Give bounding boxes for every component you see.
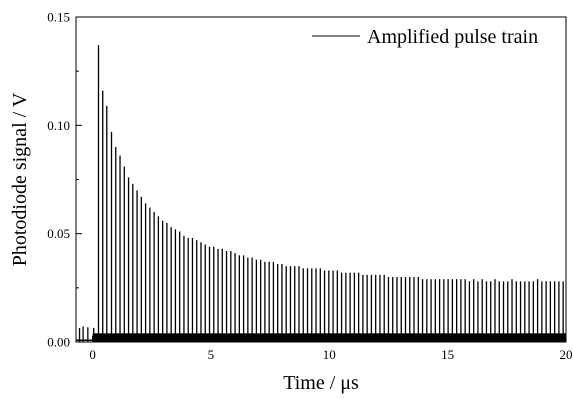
plot-area (76, 45, 567, 342)
legend: Amplified pulse train (312, 26, 538, 48)
ticks: 0 5 10 15 20 0.00 0.05 0.10 0.15 (47, 10, 572, 363)
x-tick-label: 0 (89, 347, 96, 362)
y-tick-label: 0.10 (47, 118, 70, 133)
x-tick-label: 5 (208, 347, 215, 362)
legend-label: Amplified pulse train (367, 26, 538, 48)
y-tick-label: 0.15 (47, 10, 70, 25)
x-tick-label: 15 (441, 347, 454, 362)
x-axis-title: Time / μs (283, 372, 359, 394)
y-tick-label: 0.00 (47, 335, 70, 350)
x-tick-label: 20 (560, 347, 573, 362)
y-tick-label: 0.05 (47, 226, 70, 241)
y-axis-title: Photodiode signal / V (9, 92, 31, 266)
x-tick-label: 10 (323, 347, 336, 362)
